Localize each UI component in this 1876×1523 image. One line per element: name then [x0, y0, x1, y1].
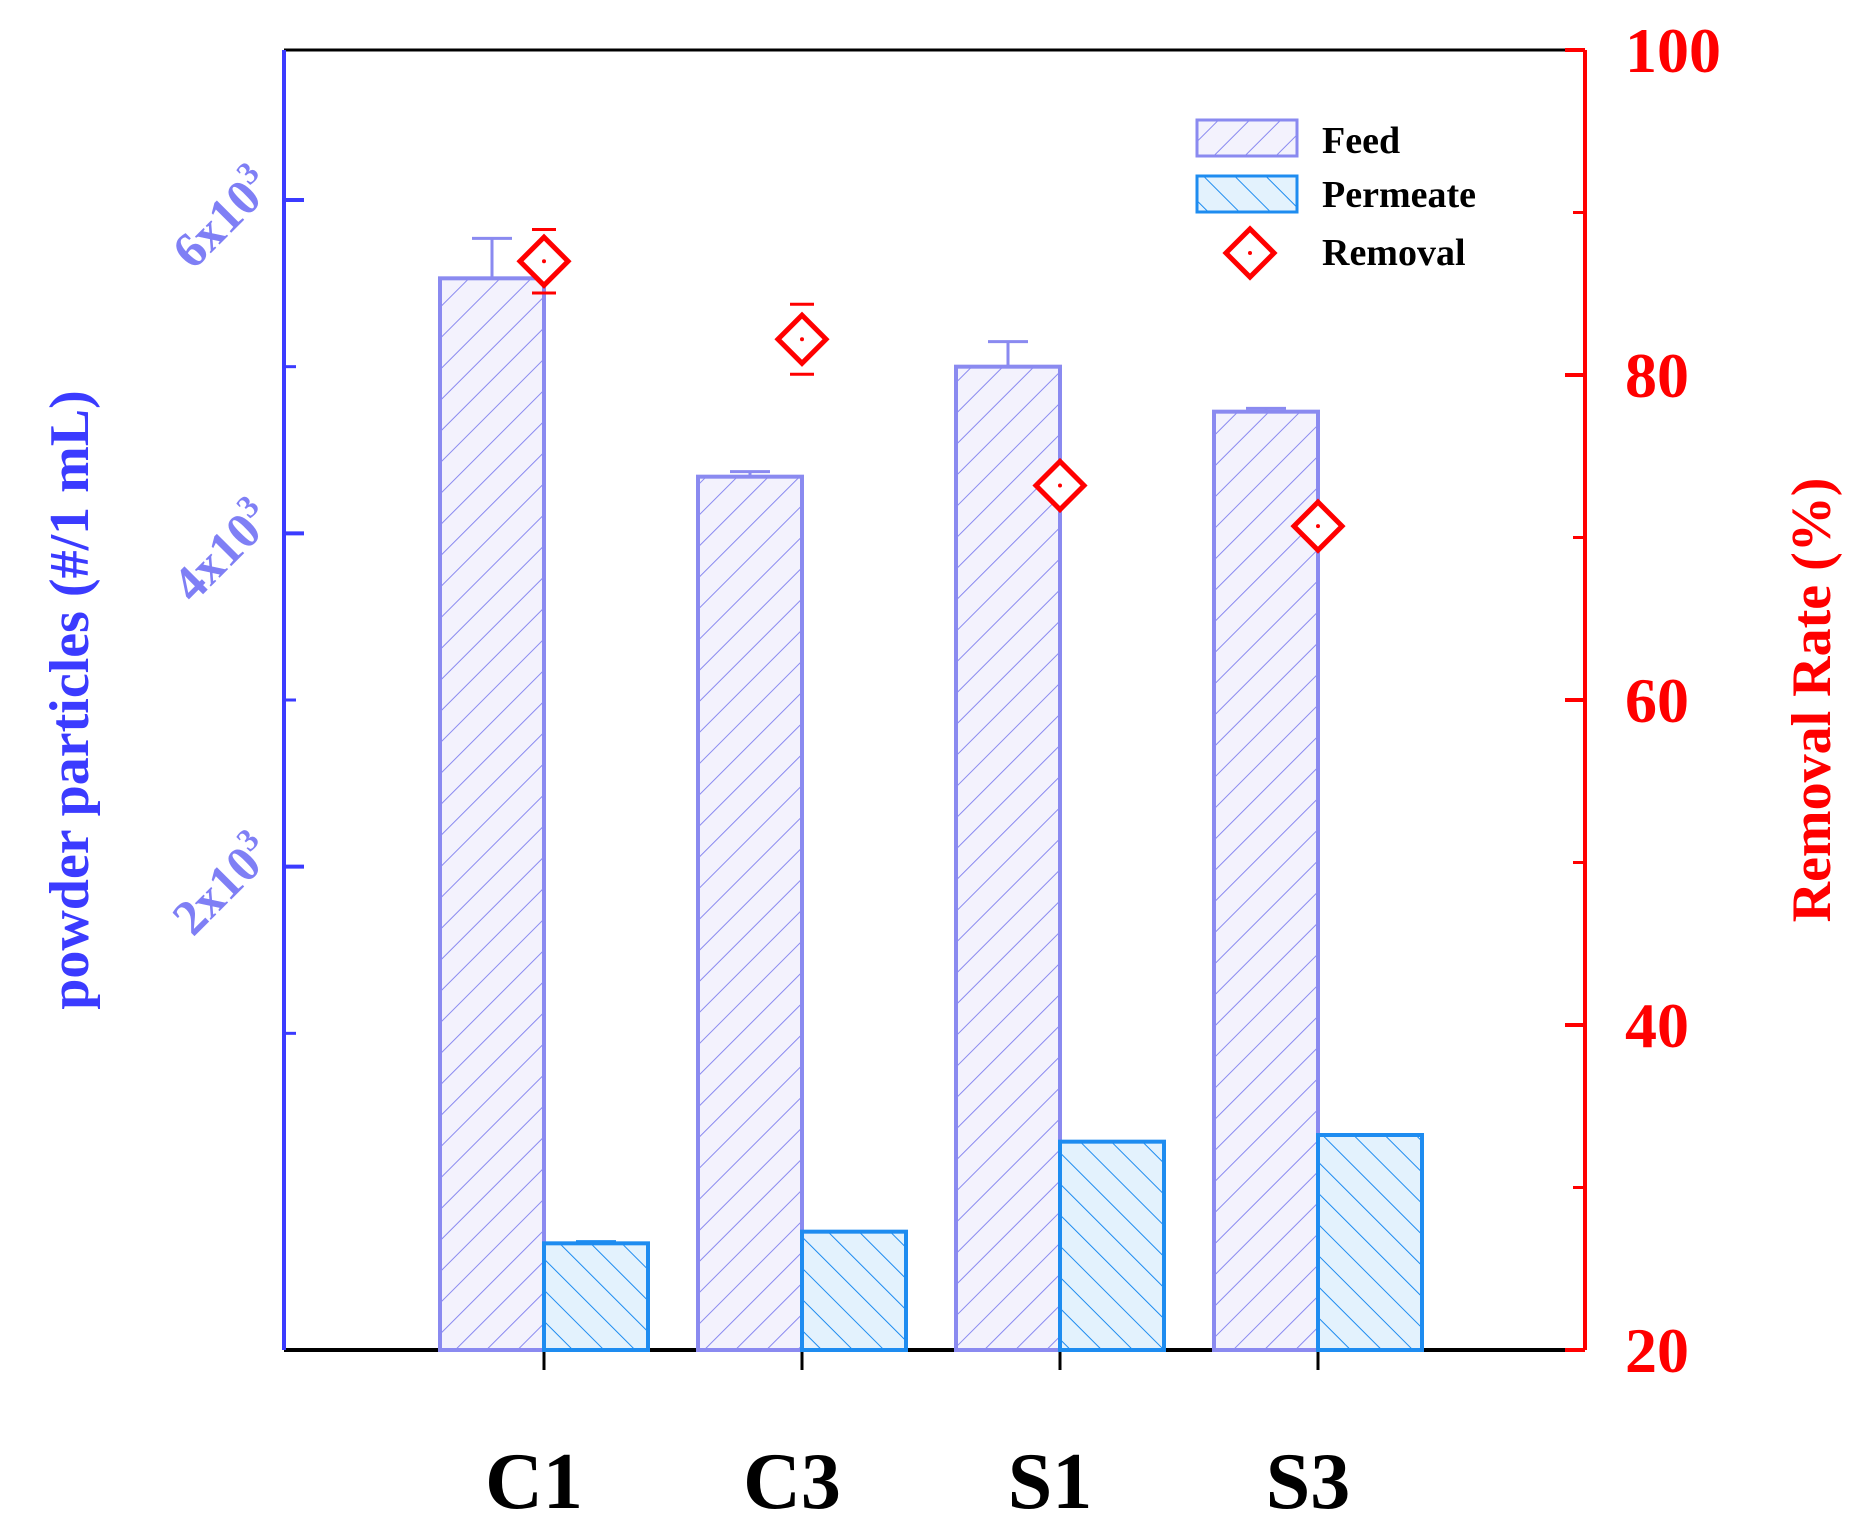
permeate-bar: [800, 1229, 908, 1352]
right-axis-ticks: 20 40 60 80 100: [1565, 15, 1721, 1386]
right-tick-label: 20: [1625, 1315, 1689, 1386]
removal-point: [1290, 498, 1346, 554]
right-tick-label: 40: [1625, 990, 1689, 1061]
right-tick-label: 80: [1625, 340, 1689, 411]
left-axis-title: powder particles (#/1 mL): [39, 390, 101, 1010]
left-tick-label: 2x103: [158, 821, 282, 945]
permeate-bar: [1316, 1133, 1424, 1352]
bars: [438, 236, 1424, 1353]
x-category-label: S1: [1008, 1438, 1093, 1523]
left-tick-label: 4x103: [158, 488, 282, 612]
feed-bar: [696, 474, 804, 1352]
feed-bar: [954, 364, 1062, 1352]
feed-bar: [438, 276, 546, 1352]
legend-label-removal: Removal: [1322, 232, 1466, 274]
legend-label-feed: Feed: [1322, 120, 1400, 162]
permeate-bar: [542, 1241, 650, 1353]
left-tick-label: 6x103: [158, 154, 282, 278]
removal-point: [774, 302, 830, 376]
legend-swatch-feed: [1195, 118, 1299, 158]
permeate-bar: [1058, 1139, 1166, 1352]
x-axis-ticks: C1 C3 S1 S3: [485, 1350, 1350, 1523]
removal-center-dot: [1316, 524, 1320, 529]
removal-point: [1032, 457, 1088, 514]
legend: Feed Permeate Removal: [1195, 118, 1476, 281]
removal-point: [516, 228, 572, 295]
right-axis-title: Removal Rate (%): [1781, 478, 1843, 923]
legend-swatch-permeate: [1195, 174, 1299, 214]
feed-bar: [1212, 409, 1320, 1352]
removal-center-dot: [800, 337, 804, 342]
right-tick-label: 100: [1625, 15, 1721, 86]
x-category-label: C1: [485, 1438, 583, 1523]
legend-marker-removal: [1222, 225, 1278, 281]
removal-points: [516, 228, 1346, 554]
x-category-label: C3: [743, 1438, 841, 1523]
right-tick-label: 60: [1625, 665, 1689, 736]
removal-center-dot: [1058, 483, 1062, 488]
legend-label-permeate: Permeate: [1322, 174, 1476, 216]
x-category-label: S3: [1266, 1438, 1351, 1523]
removal-center-dot: [542, 259, 546, 264]
